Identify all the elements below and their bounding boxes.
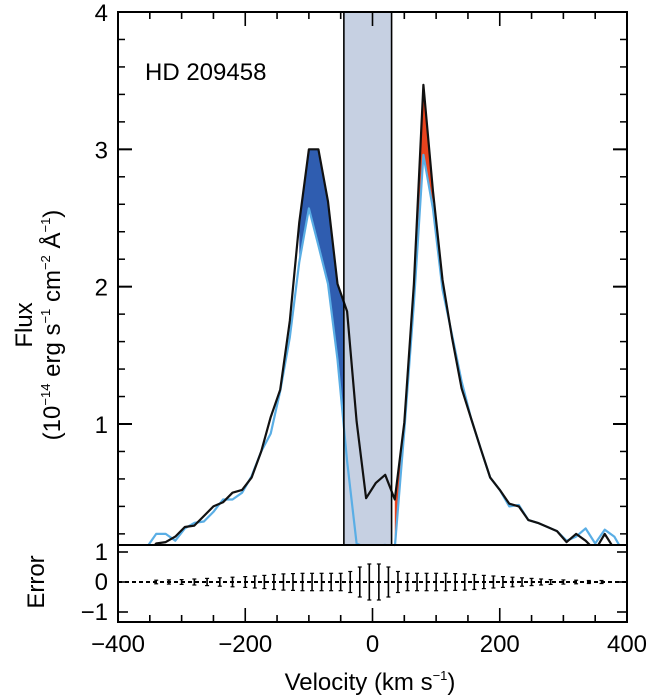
x-tick-label: −400 [91, 631, 145, 658]
error-ticks: 1 0 −1 [81, 539, 627, 626]
error-plot-frame [117, 544, 628, 623]
blue-wing-absorption [299, 149, 348, 462]
x-axis-label: Velocity (km s−1) [285, 668, 456, 696]
y-tick-label: 4 [95, 0, 108, 27]
error-layer [118, 563, 627, 601]
error-y-tick-label: −1 [81, 599, 108, 626]
annotation-star-name: HD 209458 [145, 59, 266, 86]
y-axis-label-line2: (10−14 erg s−1 cm−2 Å−1) [38, 210, 66, 441]
shaded-region [343, 12, 392, 545]
fill-layer [299, 84, 433, 548]
x-tick-label: 400 [607, 631, 647, 658]
error-y-tick-label: 0 [95, 569, 108, 596]
series-out-of-transit-line [153, 83, 614, 545]
x-tick-label: 200 [480, 631, 520, 658]
error-axis-label: Error [23, 555, 50, 608]
x-tick-label: −200 [218, 631, 272, 658]
y-axis-label-line1: Flux [11, 302, 38, 347]
error-y-tick-label: 1 [95, 539, 108, 566]
series-layer [147, 83, 621, 545]
x-tick-label: 0 [366, 631, 379, 658]
y-tick-label: 1 [95, 412, 108, 439]
y-tick-label: 3 [95, 137, 108, 164]
main-ticks: 1 2 3 4 −400 −200 0 200 400 [91, 0, 647, 658]
y-tick-label: 2 [95, 275, 108, 302]
